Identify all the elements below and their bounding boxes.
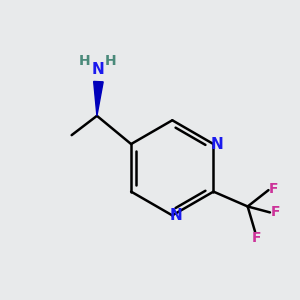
Text: F: F [252,231,261,245]
Text: N: N [169,208,182,223]
Text: H: H [79,54,91,68]
Polygon shape [94,81,103,116]
Text: N: N [211,136,224,152]
Text: F: F [271,206,280,219]
Text: N: N [92,62,105,77]
Text: F: F [268,182,278,196]
Text: H: H [104,54,116,68]
